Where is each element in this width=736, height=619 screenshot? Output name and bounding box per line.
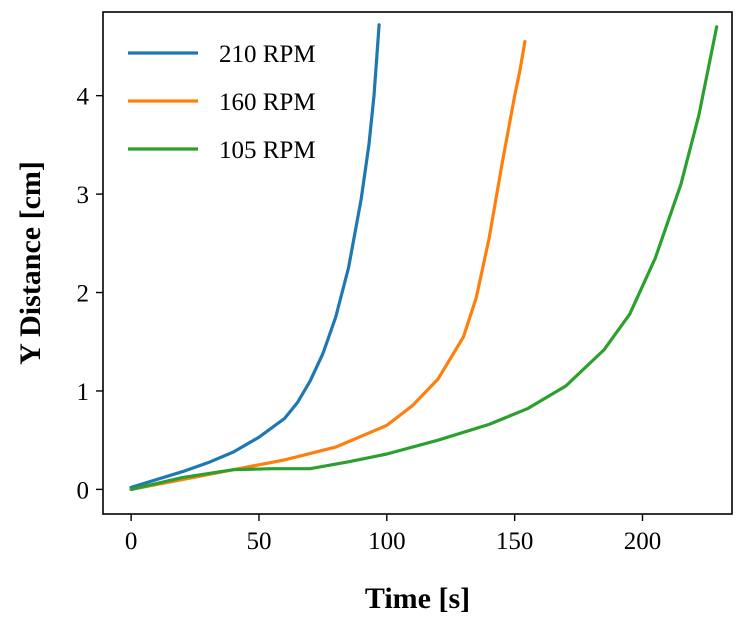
legend-label-1: 160 RPM bbox=[219, 89, 316, 116]
y-tick-label: 2 bbox=[77, 281, 90, 308]
legend-label-2: 105 RPM bbox=[219, 137, 316, 164]
x-axis-label: Time [s] bbox=[365, 582, 470, 615]
series-layer bbox=[129, 23, 719, 491]
x-tick-label: 150 bbox=[496, 528, 534, 555]
y-axis-label: Y Distance [cm] bbox=[14, 161, 47, 365]
legend: 210 RPM 160 RPM 105 RPM bbox=[128, 41, 316, 164]
y-tick-label: 1 bbox=[77, 379, 90, 406]
x-tick-label: 200 bbox=[624, 528, 662, 555]
plot-frame bbox=[102, 11, 733, 515]
y-tick-label: 0 bbox=[77, 477, 90, 504]
legend-label-0: 210 RPM bbox=[219, 41, 316, 68]
x-tick-label: 100 bbox=[368, 528, 406, 555]
series-line-0 bbox=[129, 23, 381, 489]
y-tick-label: 4 bbox=[77, 84, 90, 111]
x-tick-label: 50 bbox=[246, 528, 271, 555]
y-axis: 0 1 2 3 4 bbox=[77, 84, 103, 504]
y-tick-label: 3 bbox=[77, 182, 90, 209]
x-tick-label: 0 bbox=[125, 528, 138, 555]
series-line-2 bbox=[129, 25, 719, 491]
series-line-1 bbox=[129, 39, 527, 491]
x-axis: 0 50 100 150 200 bbox=[125, 514, 661, 555]
